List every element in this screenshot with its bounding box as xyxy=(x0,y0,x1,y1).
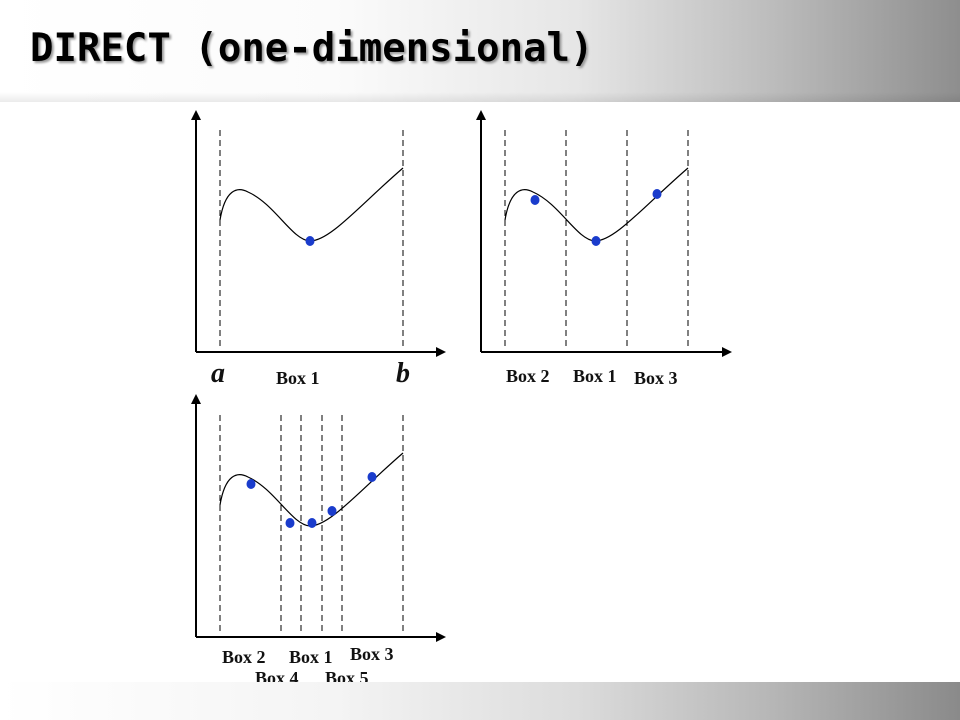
footer-bar xyxy=(0,682,960,720)
panel-3-sample-point-box-5 xyxy=(327,506,337,516)
panel-3-sample-point-box-2 xyxy=(246,479,256,489)
panel-3-sample-point-box-1 xyxy=(307,518,317,528)
panel-2-sample-point-box-2 xyxy=(530,195,540,205)
panel-2: Box 2 Box 1 Box 3 xyxy=(476,110,732,388)
panel-2-curve xyxy=(504,167,689,242)
panel-3-sample-point-box-4 xyxy=(285,518,295,528)
panel-1-label-a: a xyxy=(211,358,225,389)
panel-3: Box 2 Box 1 Box 3 Box 4 Box 5 xyxy=(191,394,446,688)
panel-2-sample-point-box-3 xyxy=(652,189,662,199)
panel-1-label-b: b xyxy=(396,358,410,389)
panel-3-box-2-label: Box 2 xyxy=(222,647,266,667)
panel-2-box-3-label: Box 3 xyxy=(634,368,678,388)
panel-2-sample-point-box-1 xyxy=(591,236,601,246)
panel-3-box-3-label: Box 3 xyxy=(350,644,394,664)
panel-1-curve xyxy=(219,167,404,242)
title-bar: DIRECT (one-dimensional) xyxy=(0,0,960,102)
panel-1-sample-point xyxy=(305,236,315,246)
panel-1: a Box 1 b xyxy=(191,110,446,389)
slide-title: DIRECT (one-dimensional) xyxy=(30,26,594,71)
panel-3-box-1-label: Box 1 xyxy=(289,647,333,667)
panel-1-box-1-label: Box 1 xyxy=(276,368,320,388)
panel-2-box-1-label: Box 1 xyxy=(573,366,617,386)
panel-3-curve xyxy=(219,452,404,527)
panel-3-sample-point-box-3 xyxy=(367,472,377,482)
panel-2-box-2-label: Box 2 xyxy=(506,366,550,386)
